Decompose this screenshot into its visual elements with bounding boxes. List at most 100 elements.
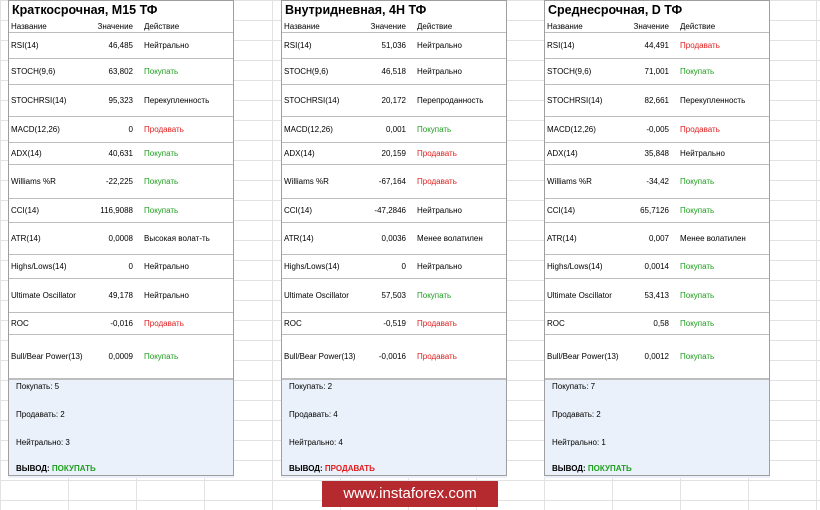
- panel-short-term: Краткосрочная, М15 ТФ Название Значение Дей…: [8, 0, 234, 478]
- indicator-table: Название Значение Действие RSI(14) 51,036 Ней…: [281, 20, 507, 379]
- indicator-action: Продавать: [136, 116, 234, 143]
- indicator-action: Покупать: [409, 116, 507, 143]
- indicator-name: Bull/Bear Power(13): [8, 334, 88, 379]
- table-row: Highs/Lows(14) 0 Нейтрально: [281, 254, 507, 279]
- indicator-name: MACD(12,26): [544, 116, 624, 143]
- indicator-value: -0,0016: [361, 334, 409, 379]
- table-row: RSI(14) 44,491 Продавать: [544, 32, 770, 59]
- indicator-action: Продавать: [672, 116, 770, 143]
- indicator-action: Нейтрально: [409, 198, 507, 223]
- table-row: Ultimate Oscillator 57,503 Покупать: [281, 278, 507, 313]
- indicator-value: 20,159: [361, 142, 409, 165]
- indicator-value: -34,42: [624, 164, 672, 199]
- table-row: Ultimate Oscillator 49,178 Нейтрально: [8, 278, 234, 313]
- indicator-action: Покупать: [672, 164, 770, 199]
- header-name: Название: [8, 20, 88, 33]
- table-row: ADX(14) 20,159 Продавать: [281, 142, 507, 165]
- indicator-value: -47,2846: [361, 198, 409, 223]
- indicator-value: -22,225: [88, 164, 136, 199]
- summary-buy: Покупать: 7: [552, 382, 596, 391]
- verdict-value: ПОКУПАТЬ: [587, 464, 632, 473]
- indicator-name: MACD(12,26): [8, 116, 88, 143]
- indicator-action: Перекупленность: [672, 84, 770, 117]
- table-row: ATR(14) 0,0008 Высокая волат-ть: [8, 222, 234, 255]
- indicator-name: CCI(14): [8, 198, 88, 223]
- indicator-action: Перекупленность: [136, 84, 234, 117]
- table-header-row: Название Значение Действие: [544, 20, 770, 33]
- header-value: Значение: [88, 20, 136, 33]
- indicator-name: Ultimate Oscillator: [281, 278, 361, 313]
- indicator-value: 0,007: [624, 222, 672, 255]
- indicator-name: Williams %R: [281, 164, 361, 199]
- indicator-value: 0,58: [624, 312, 672, 335]
- header-name: Название: [281, 20, 361, 33]
- indicator-table: Название Значение Действие RSI(14) 44,491 Про…: [544, 20, 770, 379]
- indicator-action: Покупать: [409, 278, 507, 313]
- table-row: CCI(14) 65,7126 Покупать: [544, 198, 770, 223]
- table-row: Ultimate Oscillator 53,413 Покупать: [544, 278, 770, 313]
- header-action: Действие: [409, 20, 507, 33]
- header-action: Действие: [672, 20, 770, 33]
- summary-block: Покупать: 2 Продавать: 4 Нейтрально: 4 ВЫВО…: [281, 379, 507, 478]
- indicator-action: Менее волатилен: [672, 222, 770, 255]
- table-row: STOCHRSI(14) 82,661 Перекупленность: [544, 84, 770, 117]
- indicator-action: Продавать: [409, 164, 507, 199]
- summary-block: Покупать: 7 Продавать: 2 Нейтрально: 1 ВЫВО…: [544, 379, 770, 478]
- table-row: Bull/Bear Power(13) -0,0016 Продавать: [281, 334, 507, 379]
- indicator-name: ADX(14): [8, 142, 88, 165]
- indicator-action: Нейтрально: [136, 254, 234, 279]
- table-row: Williams %R -22,225 Покупать: [8, 164, 234, 199]
- header-name: Название: [544, 20, 624, 33]
- indicator-value: 35,848: [624, 142, 672, 165]
- table-row: ATR(14) 0,007 Менее волатилен: [544, 222, 770, 255]
- indicator-name: Williams %R: [8, 164, 88, 199]
- indicator-name: Ultimate Oscillator: [544, 278, 624, 313]
- indicator-name: ADX(14): [544, 142, 624, 165]
- verdict-label: ВЫВОД:: [16, 464, 50, 473]
- table-row: MACD(12,26) 0 Продавать: [8, 116, 234, 143]
- table-row: ATR(14) 0,0036 Менее волатилен: [281, 222, 507, 255]
- indicator-name: RSI(14): [544, 32, 624, 59]
- indicator-action: Высокая волат-ть: [136, 222, 234, 255]
- summary-buy: Покупать: 2: [289, 382, 333, 391]
- table-row: RSI(14) 46,485 Нейтрально: [8, 32, 234, 59]
- indicator-value: 46,485: [88, 32, 136, 59]
- indicator-action: Покупать: [672, 58, 770, 85]
- indicator-action: Перепроданность: [409, 84, 507, 117]
- indicator-action: Покупать: [136, 142, 234, 165]
- indicator-value: 0,0008: [88, 222, 136, 255]
- indicator-value: 0: [88, 254, 136, 279]
- indicator-action: Нейтрально: [409, 254, 507, 279]
- table-row: RSI(14) 51,036 Нейтрально: [281, 32, 507, 59]
- verdict-value: ПОКУПАТЬ: [51, 464, 96, 473]
- indicator-action: Нейтрально: [136, 278, 234, 313]
- indicator-name: ATR(14): [8, 222, 88, 255]
- indicator-value: 57,503: [361, 278, 409, 313]
- indicator-action: Покупать: [672, 312, 770, 335]
- indicator-value: 51,036: [361, 32, 409, 59]
- panel-title: Краткосрочная, М15 ТФ: [8, 0, 234, 20]
- indicator-name: STOCHRSI(14): [544, 84, 624, 117]
- indicator-name: Bull/Bear Power(13): [544, 334, 624, 379]
- header-value: Значение: [361, 20, 409, 33]
- table-row: STOCHRSI(14) 95,323 Перекупленность: [8, 84, 234, 117]
- indicator-value: 63,802: [88, 58, 136, 85]
- indicator-name: CCI(14): [544, 198, 624, 223]
- summary-block: Покупать: 5 Продавать: 2 Нейтрально: 3 ВЫВО…: [8, 379, 234, 478]
- indicator-value: 0,0036: [361, 222, 409, 255]
- indicator-value: 49,178: [88, 278, 136, 313]
- header-action: Действие: [136, 20, 234, 33]
- table-row: STOCH(9,6) 46,518 Нейтрально: [281, 58, 507, 85]
- indicator-value: 71,001: [624, 58, 672, 85]
- indicator-action: Продавать: [409, 142, 507, 165]
- indicator-name: STOCH(9,6): [281, 58, 361, 85]
- indicator-name: Williams %R: [544, 164, 624, 199]
- indicator-action: Покупать: [136, 198, 234, 223]
- summary-neutral: Нейтрально: 4: [289, 438, 343, 447]
- summary-sell: Продавать: 2: [16, 410, 65, 419]
- indicator-name: STOCH(9,6): [544, 58, 624, 85]
- indicator-name: ROC: [8, 312, 88, 335]
- indicator-name: RSI(14): [281, 32, 361, 59]
- panel-title: Внутридневная, 4Н ТФ: [281, 0, 507, 20]
- table-row: MACD(12,26) 0,001 Покупать: [281, 116, 507, 143]
